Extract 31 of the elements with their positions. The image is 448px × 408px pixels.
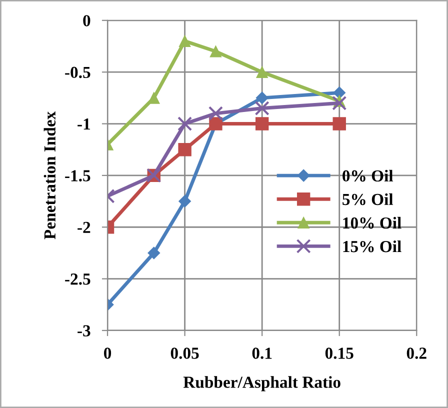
point (256, 92, 268, 104)
x-tick-label: 0.05 (170, 348, 199, 359)
point (178, 35, 191, 47)
legend-label: 5% Oil (342, 193, 394, 206)
point (332, 96, 347, 110)
point (256, 66, 268, 78)
point (332, 117, 346, 130)
legend-label: 10% Oil (343, 216, 402, 229)
y-tick-label: -1 (78, 118, 90, 130)
point (210, 46, 222, 58)
y-tick-label: -3 (78, 325, 90, 336)
x-tick-label: 0.15 (325, 348, 354, 359)
point (178, 116, 192, 132)
y-tick-label: -2 (78, 222, 90, 233)
point (254, 100, 270, 116)
x-tick-label: 0.2 (406, 348, 426, 359)
legend-label: 0% Oil (342, 170, 394, 182)
x-axis-title: Rubber/Asphalt Ratio (183, 376, 340, 392)
y-tick-label: 0 (83, 15, 90, 26)
y-tick-label: -1.5 (65, 170, 90, 182)
y-axis-title: Penetration Index (44, 111, 56, 240)
point (178, 195, 192, 208)
legend-label: 15% Oil (343, 240, 402, 252)
point (178, 143, 192, 156)
point (208, 106, 224, 121)
x-tick-label: 0.1 (252, 348, 272, 359)
point (255, 117, 269, 130)
point (148, 246, 160, 260)
y-tick-label: -0.5 (65, 66, 90, 78)
y-tick-label: -2.5 (65, 274, 90, 285)
x-tick-label: 0 (104, 348, 112, 359)
